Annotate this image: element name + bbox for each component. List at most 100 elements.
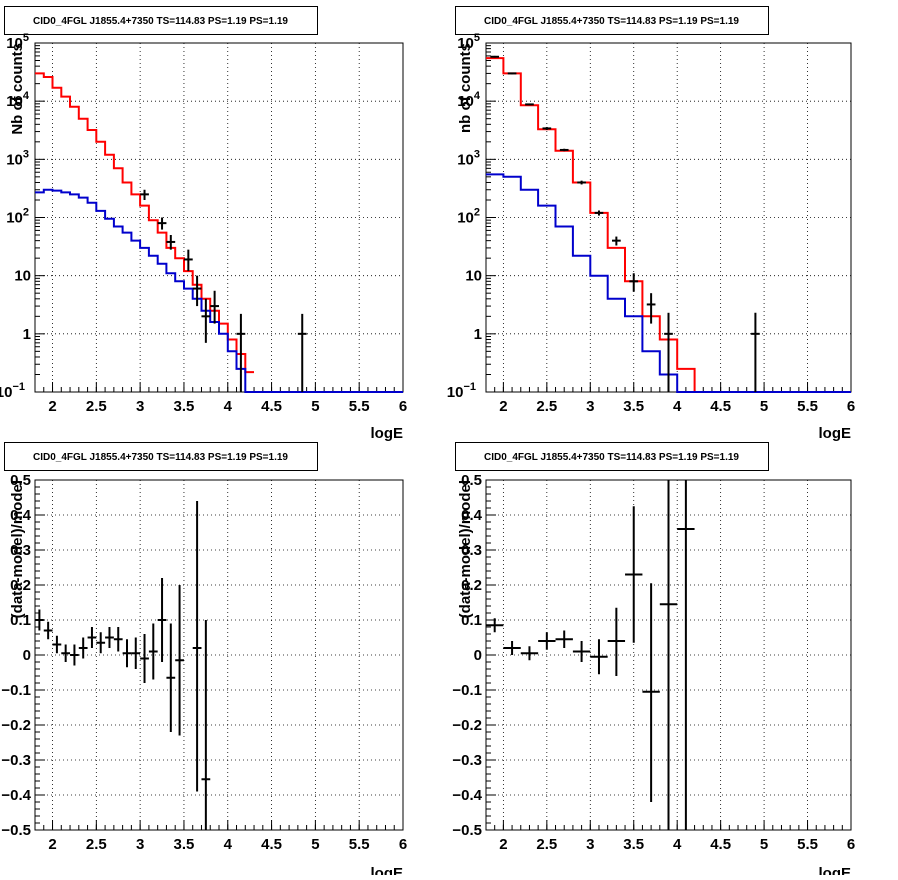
data-point <box>607 607 626 676</box>
data-point <box>166 235 176 250</box>
data-point <box>625 506 643 643</box>
y-tick-label: −0.3 <box>452 752 482 769</box>
y-tick-label: 0 <box>474 647 482 664</box>
x-tick-label: 6 <box>399 836 407 853</box>
data-point <box>542 126 552 130</box>
x-tick-label: 4.5 <box>261 836 282 853</box>
y-tick-label: 0.1 <box>461 612 482 629</box>
y-tick-label: 0.2 <box>10 577 31 594</box>
y-tick-label: 10−1 <box>0 381 25 401</box>
y-tick-label: −0.3 <box>1 752 31 769</box>
x-tick-label: 4.5 <box>710 836 731 853</box>
x-tick-label: 3.5 <box>623 398 644 415</box>
data-point <box>525 103 534 106</box>
y-tick-label: 102 <box>457 207 480 227</box>
x-tick-label: 6 <box>399 398 407 415</box>
y-tick-label: 10−1 <box>447 381 476 401</box>
data-point <box>538 632 556 650</box>
data-point <box>594 210 604 216</box>
chart-title: CID0_4FGL J1855.4+7350 TS=114.83 PS=1.19… <box>484 452 739 463</box>
model-source-line <box>486 173 851 393</box>
y-tick-label: 0.3 <box>10 542 31 559</box>
plot-frame <box>34 479 404 831</box>
data-point <box>183 249 193 272</box>
data-point <box>612 236 621 246</box>
y-axis-label: Nb of counts <box>9 43 26 135</box>
y-axis-label: (data-model)/model <box>457 480 474 618</box>
title-box <box>4 442 318 471</box>
data-point <box>646 293 656 324</box>
y-tick-label: 103 <box>457 148 480 168</box>
x-tick-label: 5.5 <box>797 398 818 415</box>
x-tick-label: 5.5 <box>349 836 370 853</box>
x-tick-label: 3.5 <box>623 836 644 853</box>
title-box <box>4 6 318 35</box>
y-tick-label: 0 <box>23 647 31 664</box>
data-point <box>140 189 149 200</box>
data-point <box>642 583 660 802</box>
chart-title: CID0_4FGL J1855.4+7350 TS=114.83 PS=1.19… <box>484 16 739 27</box>
x-tick-label: 5 <box>760 398 768 415</box>
y-tick-label: 1 <box>474 326 482 343</box>
data-point <box>555 630 573 648</box>
data-point <box>507 72 517 75</box>
x-tick-label: 3 <box>586 398 594 415</box>
x-tick-label: 2 <box>48 836 56 853</box>
x-tick-label: 5 <box>311 836 319 853</box>
x-tick-label: 2 <box>499 398 507 415</box>
data-point <box>659 480 678 830</box>
data-point <box>192 501 202 792</box>
y-tick-label: 0.1 <box>10 612 31 629</box>
y-tick-label: 102 <box>6 207 29 227</box>
data-point <box>201 620 211 830</box>
data-point <box>577 180 586 185</box>
y-tick-label: 104 <box>457 90 481 110</box>
x-tick-label: 2 <box>48 398 56 415</box>
y-tick-label: 0.3 <box>461 542 482 559</box>
y-tick-label: 105 <box>457 32 480 52</box>
y-tick-label: −0.4 <box>1 787 31 804</box>
panel-3: CID0_4FGL J1855.4+7350 TS=114.83 PS=1.19… <box>1 442 407 880</box>
y-tick-label: 105 <box>6 32 29 52</box>
data-point <box>43 621 53 640</box>
x-tick-label: 3 <box>586 836 594 853</box>
data-point <box>78 637 88 659</box>
y-tick-label: 0.5 <box>10 472 31 489</box>
y-tick-label: 0.2 <box>461 577 482 594</box>
x-tick-label: 4.5 <box>710 398 731 415</box>
panel-2: CID0_4FGL J1855.4+7350 TS=114.83 PS=1.19… <box>447 6 855 442</box>
model-total-line <box>35 72 254 374</box>
x-tick-label: 2.5 <box>536 398 557 415</box>
x-tick-label: 2.5 <box>86 836 107 853</box>
y-axis-label: nb of counts <box>457 43 474 133</box>
data-point <box>122 639 132 668</box>
y-tick-label: 10 <box>465 268 482 285</box>
data-point <box>297 313 307 392</box>
title-box <box>455 6 769 35</box>
model-total-line <box>486 57 712 393</box>
data-point <box>751 312 760 392</box>
data-point <box>572 641 591 662</box>
data-point <box>192 275 202 307</box>
data-point <box>664 312 673 392</box>
panel-1: CID0_4FGL J1855.4+7350 TS=114.83 PS=1.19… <box>0 6 407 442</box>
data-point <box>157 217 167 230</box>
x-tick-label: 4 <box>673 836 682 853</box>
x-axis-label: logE <box>371 865 404 875</box>
x-tick-label: 2 <box>499 836 507 853</box>
data-point <box>157 578 167 662</box>
data-point <box>87 627 97 648</box>
data-point <box>52 635 62 654</box>
data-point <box>590 639 608 675</box>
data-point <box>113 627 123 652</box>
y-tick-label: −0.2 <box>1 717 31 734</box>
data-point <box>148 623 158 680</box>
data-point <box>503 641 521 655</box>
x-tick-label: 6 <box>847 398 855 415</box>
x-tick-label: 6 <box>847 836 855 853</box>
data-point <box>201 298 211 343</box>
x-tick-label: 5 <box>760 836 768 853</box>
data-point <box>96 632 106 654</box>
y-tick-label: 10 <box>14 268 31 285</box>
y-tick-label: 0.4 <box>10 507 32 524</box>
